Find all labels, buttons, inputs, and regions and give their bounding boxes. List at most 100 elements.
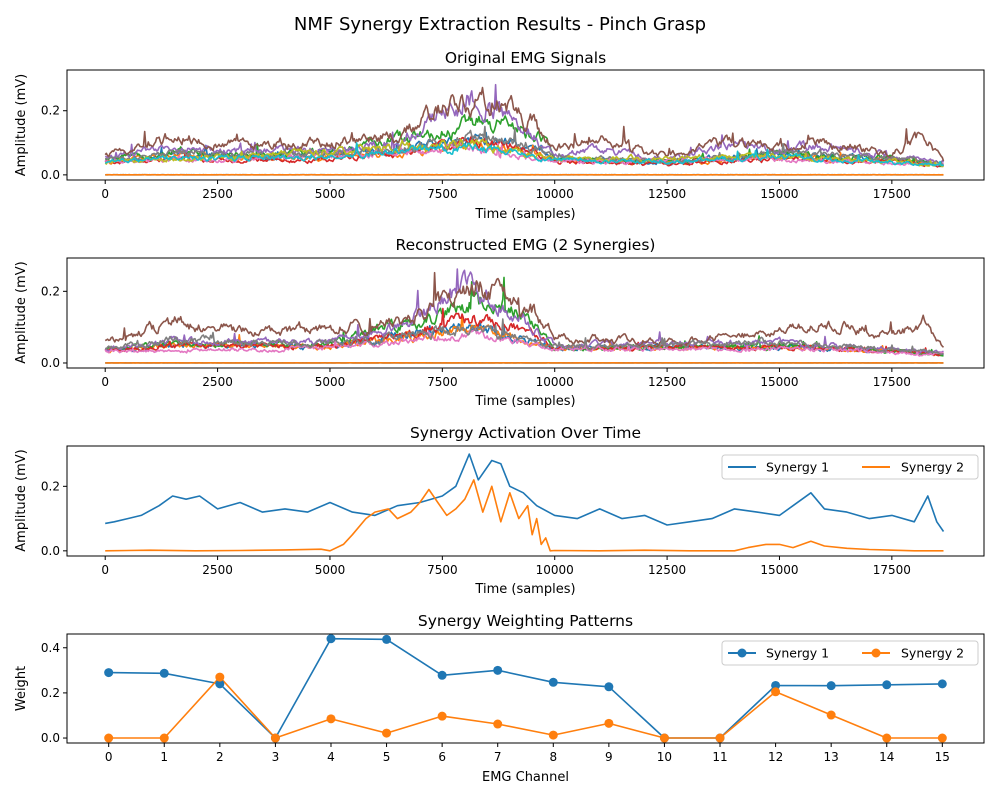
panel-0-xlabel: Time (samples) [474, 207, 575, 222]
legend-label-synergy-1: Synergy 1 [766, 646, 829, 661]
emg-channel-line [105, 318, 944, 356]
y-tick-label: 0.2 [41, 686, 60, 700]
series-2-point [104, 733, 114, 743]
x-tick-label: 10000 [536, 375, 574, 389]
panel-0-title: Original EMG Signals [445, 49, 606, 67]
series-2-point [715, 733, 725, 743]
plot-frame [66, 445, 985, 557]
x-tick-label: 5000 [315, 375, 346, 389]
plot-frame [66, 257, 985, 369]
emg-channel-line [104, 268, 944, 355]
y-tick-label: 0.2 [41, 284, 60, 298]
panel-3-title: Synergy Weighting Patterns [418, 612, 633, 630]
series-2-point [548, 730, 558, 740]
panel-3-ylabel: Weight [14, 666, 29, 711]
x-tick-label: 15000 [760, 375, 798, 389]
panel-2-legend: Synergy 1 Synergy 2 [721, 454, 979, 480]
y-tick-label: 0.0 [41, 356, 60, 370]
panel-synergy-activation: Synergy Activation Over Time 0 2500 5000 75… [14, 424, 985, 597]
x-tick-label: 2500 [202, 563, 233, 577]
series-2-point [215, 672, 225, 682]
series-line-2 [105, 479, 944, 552]
series-1-point [382, 634, 392, 644]
plot-lines [104, 268, 945, 364]
emg-channel-line [104, 86, 945, 162]
x-tick-label: 5000 [315, 563, 346, 577]
x-tick-label: 17500 [873, 563, 911, 577]
series-1-point [437, 670, 447, 680]
x-tick-label: 14 [879, 750, 894, 764]
x-tick-label: 3 [272, 750, 280, 764]
x-tick-label: 9 [605, 750, 613, 764]
series-1-point [215, 679, 225, 689]
x-tick-label: 12 [768, 750, 783, 764]
series-1-point [548, 677, 558, 687]
panel-0-ylabel: Amplitude (mV) [14, 74, 29, 176]
x-tick-label: 10000 [536, 563, 574, 577]
series-line-1 [108, 637, 943, 739]
legend-label-synergy-1: Synergy 1 [766, 460, 829, 475]
y-tick-label: 0.2 [41, 479, 60, 493]
emg-channel-line [105, 125, 945, 167]
x-tick-label: 15000 [760, 563, 798, 577]
series-2-point [326, 714, 336, 724]
series-1-point [937, 679, 947, 689]
series-2-point [882, 733, 892, 743]
series-1-point [826, 681, 836, 691]
x-tick-label: 7500 [427, 187, 458, 201]
series-line-2 [108, 676, 943, 739]
legend-marker-synergy-2 [871, 648, 881, 658]
series-2-point [659, 733, 669, 743]
panel-2-xlabel: Time (samples) [474, 582, 575, 597]
x-tick-label: 11 [712, 750, 727, 764]
series-1-point [771, 680, 781, 690]
x-tick-label: 5 [383, 750, 391, 764]
series-1-point [604, 682, 614, 692]
panel-3-xlabel: EMG Channel [482, 770, 569, 785]
y-tick-label: 0.4 [41, 641, 60, 655]
y-tick-label: 0.0 [41, 544, 60, 558]
plot-lines [108, 637, 943, 739]
y-tick-label: 0.0 [41, 731, 60, 745]
panel-3-legend: Synergy 1 Synergy 2 [721, 640, 979, 666]
panel-reconstructed-emg: Reconstructed EMG (2 Synergies) 0 2500 500… [14, 236, 985, 409]
series-line-1 [105, 453, 945, 532]
panel-3-plot: 0 1 2 3 4 5 6 7 8 9 10 11 12 13 14 150.00.20.4 [41, 633, 985, 764]
series-1-point [326, 634, 336, 644]
x-tick-label: 15 [935, 750, 950, 764]
panel-2-plot: 0 2500 5000 7500 10000 12500 15000 17500 0.0 0.2 [41, 445, 985, 577]
x-tick-label: 2500 [202, 187, 233, 201]
series-1-point [104, 668, 114, 678]
x-tick-label: 7500 [427, 563, 458, 577]
panel-2-title: Synergy Activation Over Time [410, 424, 641, 442]
plot-lines [104, 83, 945, 176]
x-tick-label: 0 [101, 563, 109, 577]
legend-label-synergy-2: Synergy 2 [901, 646, 964, 661]
plot-lines [105, 453, 945, 552]
series-2-point [826, 710, 836, 720]
legend-marker-synergy-1 [737, 648, 747, 658]
x-tick-label: 15000 [760, 187, 798, 201]
x-tick-label: 12500 [648, 187, 686, 201]
panel-1-ylabel: Amplitude (mV) [14, 261, 29, 363]
x-tick-label: 7500 [427, 375, 458, 389]
panel-2-ylabel: Amplitude (mV) [14, 449, 29, 551]
x-tick-label: 2 [216, 750, 224, 764]
x-tick-label: 0 [105, 750, 113, 764]
legend-label-synergy-2: Synergy 2 [901, 460, 964, 475]
series-2-point [437, 711, 447, 721]
series-2-point [159, 733, 169, 743]
series-1-point [493, 665, 503, 675]
series-1-point [882, 680, 892, 690]
panel-0-plot: 0 2500 5000 7500 10000 12500 15000 17500 0.0 0.2 [41, 69, 985, 201]
panel-1-xlabel: Time (samples) [474, 394, 575, 409]
plot-frame [66, 69, 985, 181]
x-tick-label: 10 [657, 750, 672, 764]
x-tick-label: 13 [824, 750, 839, 764]
x-tick-label: 17500 [873, 375, 911, 389]
legend-box [721, 454, 979, 480]
plot-frame [66, 633, 985, 744]
y-tick-label: 0.0 [41, 168, 60, 182]
x-tick-label: 17500 [873, 187, 911, 201]
